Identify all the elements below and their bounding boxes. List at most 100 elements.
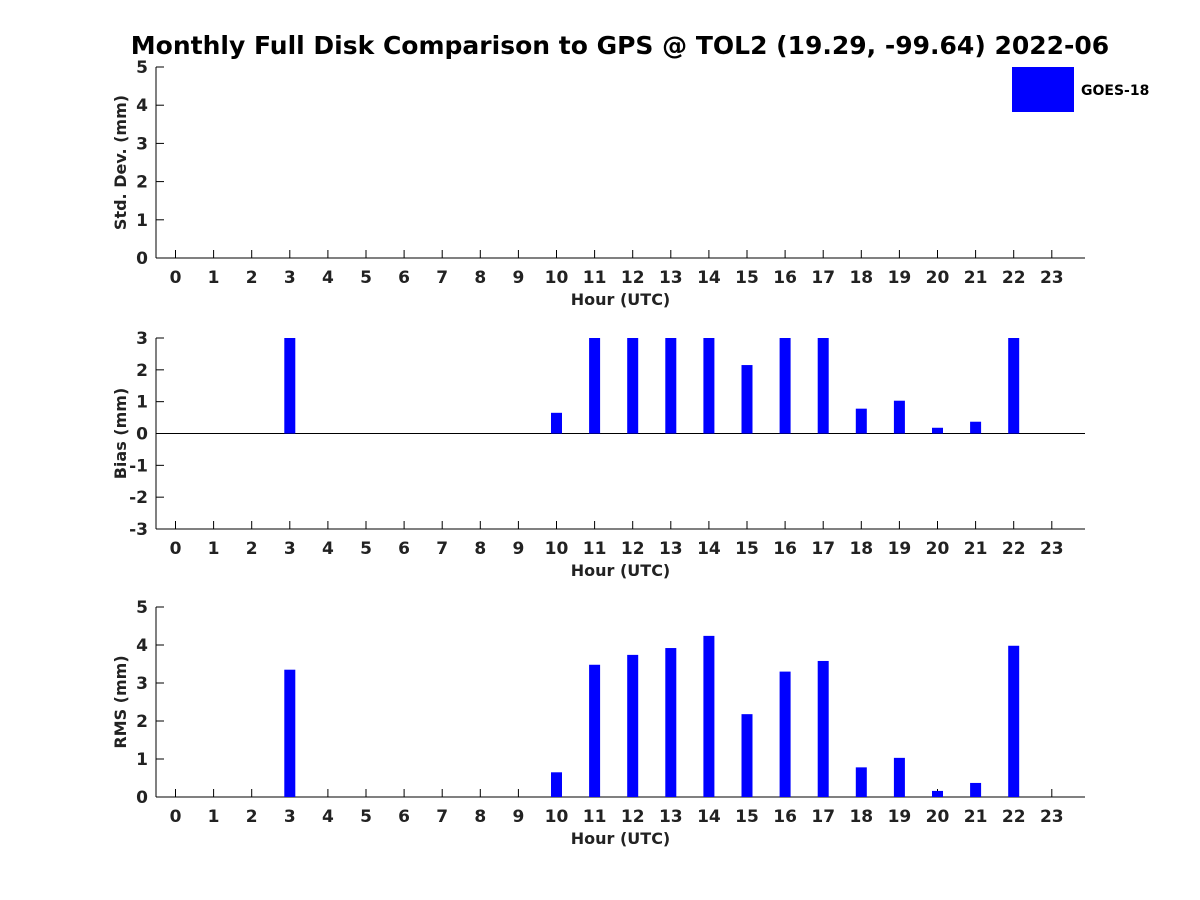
- bar-hour-18: [855, 408, 867, 434]
- x-axis-label: Hour (UTC): [571, 561, 671, 580]
- x-tick-label: 1: [208, 268, 220, 288]
- bar-hour-13: [665, 338, 677, 434]
- bar-hour-20: [932, 790, 943, 797]
- bar-hour-16: [779, 338, 791, 434]
- x-axis-label: Hour (UTC): [571, 829, 671, 848]
- x-tick-label: 2: [246, 807, 258, 827]
- legend-label: GOES-18: [1081, 83, 1149, 99]
- x-tick-label: 6: [398, 807, 410, 827]
- x-tick-label: 13: [659, 539, 683, 559]
- bar-hour-14: [703, 635, 715, 797]
- y-tick-label: 1: [136, 211, 148, 231]
- x-tick-label: 5: [360, 268, 372, 288]
- x-tick-label: 15: [735, 268, 759, 288]
- x-tick-label: 23: [1040, 539, 1064, 559]
- x-tick-label: 5: [360, 807, 372, 827]
- x-tick-label: 6: [398, 539, 410, 559]
- x-tick-label: 11: [583, 807, 607, 827]
- bar-hour-10: [551, 772, 562, 797]
- x-tick-label: 17: [811, 268, 835, 288]
- bar-hour-21: [970, 421, 982, 434]
- x-tick-label: 16: [773, 268, 797, 288]
- x-tick-label: 22: [1002, 539, 1026, 559]
- bar-hour-22: [1008, 338, 1020, 434]
- x-tick-label: 9: [512, 268, 524, 288]
- y-axis-label: RMS (mm): [111, 655, 130, 748]
- bar-hour-11: [589, 664, 601, 797]
- legend-swatch: [1012, 67, 1074, 112]
- x-tick-label: 8: [474, 268, 486, 288]
- bar-hour-18: [855, 767, 867, 797]
- x-tick-label: 8: [474, 539, 486, 559]
- bar-hour-22: [1008, 645, 1020, 797]
- bar-hour-19: [893, 757, 905, 797]
- x-tick-label: 10: [545, 268, 569, 288]
- y-tick-label: -3: [129, 520, 148, 540]
- bar-hour-12: [627, 654, 639, 797]
- x-tick-label: 9: [512, 807, 524, 827]
- y-tick-label: 0: [136, 249, 148, 269]
- bar-hour-12: [627, 338, 639, 434]
- bar-hour-17: [817, 660, 829, 797]
- bar-hour-20: [932, 427, 943, 434]
- x-axis-label: Hour (UTC): [571, 290, 671, 309]
- x-tick-label: 19: [888, 807, 912, 827]
- x-tick-label: 2: [246, 268, 258, 288]
- x-tick-label: 18: [849, 807, 873, 827]
- x-tick-label: 0: [170, 807, 182, 827]
- y-tick-label: 4: [136, 96, 148, 116]
- x-tick-label: 21: [964, 807, 988, 827]
- y-tick-label: 2: [136, 712, 148, 732]
- x-tick-label: 11: [583, 268, 607, 288]
- y-tick-label: 0: [136, 425, 148, 445]
- x-tick-label: 15: [735, 807, 759, 827]
- x-tick-label: 4: [322, 539, 334, 559]
- x-tick-label: 15: [735, 539, 759, 559]
- x-tick-label: 3: [284, 268, 296, 288]
- x-tick-label: 9: [512, 539, 524, 559]
- bar-hour-14: [703, 338, 715, 434]
- x-tick-label: 13: [659, 807, 683, 827]
- bar-hour-15: [741, 365, 753, 434]
- x-tick-label: 14: [697, 807, 721, 827]
- x-tick-label: 18: [849, 539, 873, 559]
- x-tick-label: 16: [773, 807, 797, 827]
- x-tick-label: 22: [1002, 807, 1026, 827]
- x-tick-label: 19: [888, 539, 912, 559]
- x-tick-label: 18: [849, 268, 873, 288]
- x-tick-label: 14: [697, 268, 721, 288]
- y-tick-label: 3: [136, 329, 148, 349]
- bar-hour-17: [817, 338, 829, 434]
- bar-hour-16: [779, 671, 791, 797]
- x-tick-label: 7: [436, 807, 448, 827]
- x-tick-label: 17: [811, 807, 835, 827]
- x-tick-label: 10: [545, 807, 569, 827]
- x-tick-label: 5: [360, 539, 372, 559]
- chart-title: Monthly Full Disk Comparison to GPS @ TO…: [131, 31, 1109, 60]
- x-tick-label: 4: [322, 807, 334, 827]
- y-axis-label: Std. Dev. (mm): [111, 95, 130, 230]
- x-tick-label: 1: [208, 807, 220, 827]
- bar-hour-15: [741, 714, 753, 797]
- y-tick-label: 4: [136, 636, 148, 656]
- y-tick-label: 1: [136, 393, 148, 413]
- x-tick-label: 20: [926, 268, 950, 288]
- bar-hour-13: [665, 648, 677, 797]
- x-tick-label: 23: [1040, 807, 1064, 827]
- bar-hour-3: [284, 338, 296, 434]
- y-axis-label: Bias (mm): [111, 388, 130, 480]
- x-tick-label: 21: [964, 268, 988, 288]
- y-tick-label: 3: [136, 134, 148, 154]
- x-tick-label: 17: [811, 539, 835, 559]
- x-tick-label: 12: [621, 807, 645, 827]
- x-tick-label: 8: [474, 807, 486, 827]
- x-tick-label: 0: [170, 268, 182, 288]
- x-tick-label: 23: [1040, 268, 1064, 288]
- x-tick-label: 20: [926, 539, 950, 559]
- y-tick-label: 2: [136, 173, 148, 193]
